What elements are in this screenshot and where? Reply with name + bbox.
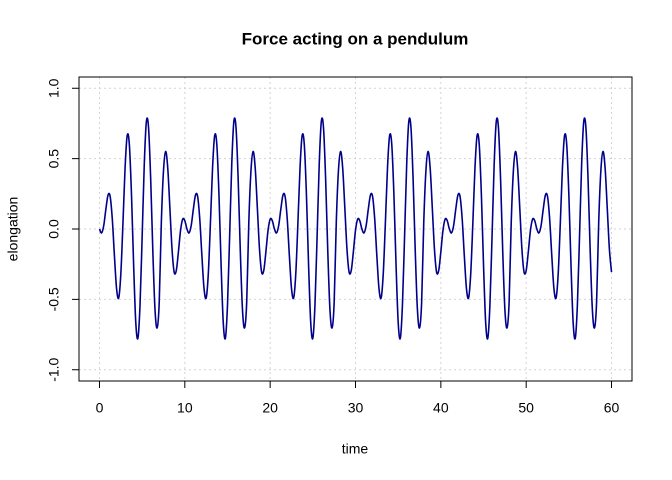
- plot-frame: [78, 76, 633, 382]
- x-tick-label: 30: [348, 400, 364, 416]
- data-line: [98, 117, 613, 340]
- x-tick-label: 10: [177, 400, 193, 416]
- chart-title: Force acting on a pendulum: [242, 29, 469, 48]
- x-axis-label: time: [342, 441, 369, 457]
- y-tick-label: 0.0: [46, 219, 62, 239]
- y-tick-label: 1.0: [46, 78, 62, 98]
- y-tick-label: 0.5: [46, 149, 62, 169]
- x-tick-label: 50: [518, 400, 534, 416]
- y-tick-label: -1.0: [46, 357, 62, 381]
- x-tick-label: 60: [604, 400, 620, 416]
- x-tick-label: 0: [96, 400, 104, 416]
- x-tick-label: 20: [262, 400, 278, 416]
- y-axis-label: elongation: [5, 197, 21, 262]
- y-tick-label: -0.5: [46, 287, 62, 311]
- x-tick-label: 40: [433, 400, 449, 416]
